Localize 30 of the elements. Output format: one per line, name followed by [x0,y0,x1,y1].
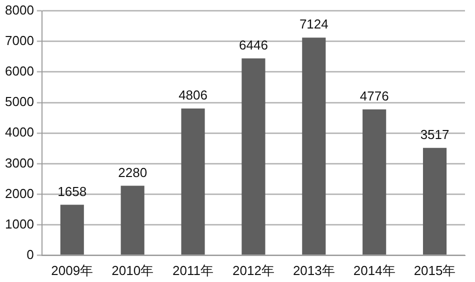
y-tick-label: 4000 [5,124,34,140]
bar [120,186,144,255]
x-tick-label: 2009年 [51,262,94,278]
y-tick-label: 2000 [5,186,34,201]
x-tick-label: 2013年 [292,262,335,278]
bar [422,148,447,255]
y-tick-label: 6000 [5,64,34,79]
x-tick-label: 2014年 [353,262,396,278]
data-label: 2280 [118,164,148,180]
y-tick-label: 5000 [5,94,34,110]
y-tick-label: 7000 [5,32,34,48]
x-tick-label: 2011年 [172,262,214,278]
x-tick-label: 2010年 [112,262,154,278]
bar [302,38,326,255]
bar [60,204,84,255]
y-tick-label: 8000 [5,2,34,18]
data-label: 7124 [299,16,328,32]
data-label: 1658 [58,184,87,199]
bar [242,58,266,255]
x-tick-label: 2012年 [232,262,274,278]
data-label: 4776 [360,88,389,104]
y-tick-label: 1000 [5,216,34,232]
bar [181,108,205,255]
y-tick-label: 0 [26,246,34,262]
y-tick-label: 3000 [5,155,34,170]
data-label: 3517 [420,126,450,142]
data-label: 4806 [178,88,208,103]
bar [362,109,386,255]
x-tick-label: 2015年 [414,262,456,278]
data-label: 6446 [239,37,268,52]
